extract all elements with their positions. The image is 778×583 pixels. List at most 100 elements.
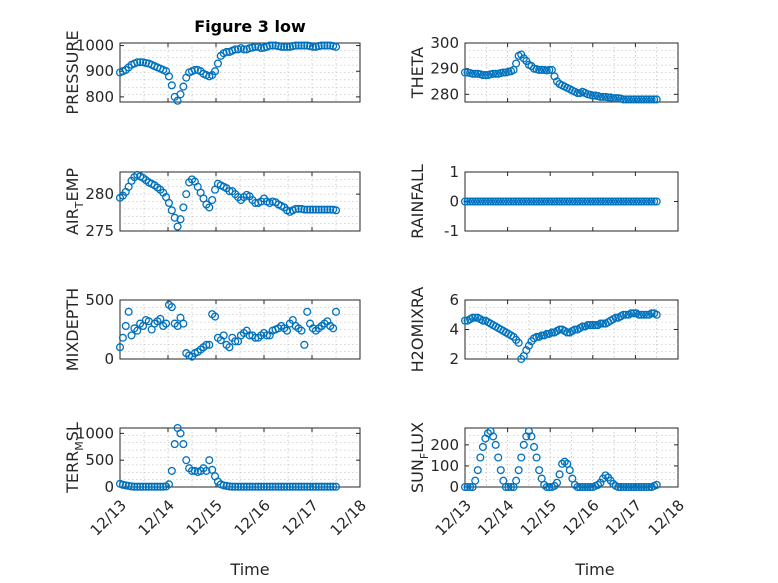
x-tick-label: 12/13 (87, 496, 130, 539)
data-point (606, 197, 615, 206)
data-point (578, 482, 587, 492)
data-point (621, 482, 631, 492)
data-point (294, 41, 303, 50)
y-tick-label: 2 (449, 350, 459, 368)
data-point (323, 482, 332, 491)
data-point (639, 482, 648, 492)
data-point (460, 197, 470, 206)
data-point (153, 482, 162, 491)
data-point (210, 312, 220, 321)
data-point (251, 42, 260, 51)
data-point (257, 482, 266, 491)
data-point (308, 482, 318, 491)
data-point (609, 197, 618, 206)
data-point (303, 307, 312, 316)
data-point (133, 482, 142, 491)
data-point (308, 42, 318, 51)
data-point (205, 203, 214, 212)
data-point (629, 482, 638, 492)
data-point (545, 482, 554, 492)
data-point (519, 440, 528, 449)
data-point (624, 95, 633, 104)
data-point (466, 482, 475, 492)
data-point (519, 197, 528, 206)
data-point (156, 314, 165, 323)
data-point (471, 197, 480, 206)
data-point (478, 316, 487, 325)
x-tick-label: 12/14 (135, 496, 178, 539)
data-point (222, 481, 231, 490)
data-point (317, 482, 326, 491)
data-point (611, 313, 620, 322)
data-point (239, 45, 248, 54)
data-point (179, 203, 188, 212)
y-tick-label: 500 (85, 451, 114, 469)
data-point (545, 197, 554, 206)
data-point (127, 331, 136, 340)
data-point (271, 482, 280, 491)
data-point (280, 482, 289, 491)
data-point (634, 310, 643, 319)
data-point (514, 197, 523, 206)
data-point (291, 41, 300, 50)
data-point (268, 482, 277, 491)
data-point (529, 197, 539, 206)
data-point (637, 95, 646, 104)
data-point (563, 197, 572, 206)
data-point (573, 88, 582, 98)
y-axis-label-subscript: T (73, 201, 86, 209)
data-point (555, 325, 564, 334)
y-axis-label: RAINFALL (408, 164, 427, 239)
data-point (179, 319, 188, 328)
x-tick-label: 12/15 (183, 496, 226, 539)
data-point (234, 482, 243, 491)
data-point (176, 429, 185, 438)
data-point (277, 482, 286, 491)
data-point (629, 95, 638, 104)
data-point (300, 41, 309, 50)
data-point (637, 197, 646, 206)
data-point (489, 197, 498, 206)
data-point (639, 197, 648, 206)
data-point (262, 331, 271, 340)
data-point (586, 321, 595, 330)
data-point (277, 42, 286, 51)
data-point (121, 321, 130, 331)
data-point (621, 197, 631, 206)
data-point (300, 340, 309, 349)
data-point (650, 197, 659, 206)
data-point (514, 466, 523, 475)
data-point (535, 466, 544, 475)
data-point (570, 197, 579, 206)
data-point (642, 197, 651, 206)
data-point (222, 47, 231, 57)
data-point (517, 453, 526, 462)
data-point (614, 197, 623, 206)
data-point (542, 482, 551, 492)
data-point (205, 340, 214, 349)
data-point (164, 198, 174, 208)
data-point (466, 197, 475, 206)
data-point (311, 482, 320, 491)
data-point (248, 482, 257, 491)
data-point (182, 190, 191, 199)
data-point (329, 482, 338, 491)
y-tick-label: 200 (430, 436, 459, 454)
data-point (565, 466, 574, 475)
data-point (634, 482, 643, 492)
data-point (182, 456, 191, 465)
data-point (642, 310, 651, 319)
data-point (540, 197, 549, 206)
data-point (522, 197, 531, 206)
data-point (478, 71, 487, 80)
y-tick-label: -1 (444, 222, 459, 240)
data-point (173, 222, 182, 231)
y-axis-label: TERRMSL (63, 422, 86, 494)
data-point (481, 197, 490, 206)
y-axis-label-rest: EMP (63, 168, 82, 202)
data-point (173, 96, 182, 105)
data-point (619, 310, 628, 319)
data-point (136, 482, 145, 491)
data-point (499, 68, 508, 77)
data-point (619, 95, 628, 104)
